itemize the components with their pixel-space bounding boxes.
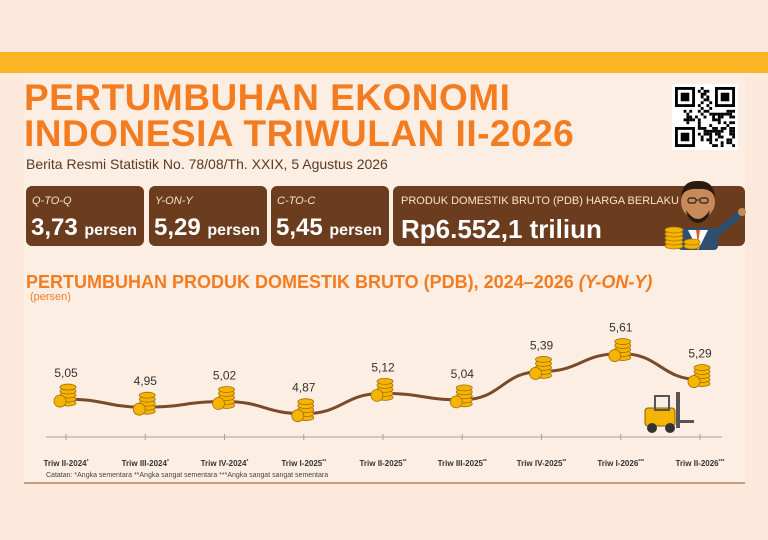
coin-stack-marker <box>529 356 552 380</box>
card-label: PRODUK DOMESTIK BRUTO (PDB) HARGA BERLAK… <box>401 195 679 207</box>
data-label: 4,87 <box>292 381 316 395</box>
coin-stack-marker <box>132 391 156 416</box>
chart-title-italic: (Y-ON-Y) <box>578 272 653 292</box>
x-tick-label: Triw IV-2024* <box>201 459 249 468</box>
qr-code-graphic <box>675 87 735 147</box>
pdb-line-chart: 5,05 Triw II-2024* 4,95 Triw III-2024* 5,02 T… <box>43 321 725 468</box>
top-band <box>0 52 768 73</box>
data-label: 5,05 <box>54 366 78 380</box>
card-c-to-c: C-TO-C 5,45 persen <box>271 186 389 246</box>
chart-title: PERTUMBUHAN PRODUK DOMESTIK BRUTO (PDB),… <box>26 272 652 293</box>
x-tick-label: Triw III-2024* <box>122 459 169 468</box>
card-label: C-TO-C <box>277 195 316 207</box>
page-title: PERTUMBUHAN EKONOMI INDONESIA TRIWULAN I… <box>24 77 575 154</box>
chart-unit-label: (persen) <box>30 291 71 303</box>
x-tick-label: Triw II-2024* <box>43 459 88 468</box>
card-y-on-y: Y-ON-Y 5,29 persen <box>149 186 267 246</box>
chart-footnote: Catatan: *Angka sementara **Angka sangat… <box>46 472 329 479</box>
coin-stack-marker <box>53 383 77 408</box>
card-value: 3,73 persen <box>31 214 137 242</box>
card-number: 5,45 <box>276 214 323 241</box>
data-label: 5,04 <box>451 367 475 381</box>
x-tick-label: Triw IV-2025** <box>517 459 567 468</box>
card-number: 5,29 <box>154 214 201 241</box>
coin-stack-marker <box>370 377 394 402</box>
card-unit: persen <box>84 222 137 239</box>
data-label: 5,61 <box>609 321 633 335</box>
data-label: 5,39 <box>530 338 554 352</box>
card-q-to-q: Q-TO-Q 3,73 persen <box>26 186 144 246</box>
qr-code-icon[interactable] <box>672 84 738 150</box>
card-unit: persen <box>329 222 382 239</box>
coin-stack-marker <box>212 386 235 410</box>
x-tick-label: Triw II-2026*** <box>676 459 725 468</box>
card-label: Q-TO-Q <box>32 195 72 207</box>
release-subtitle: Berita Resmi Statistik No. 78/08/Th. XXI… <box>26 156 388 172</box>
coin-stack-marker <box>608 338 632 362</box>
businessman-illustration-icon <box>664 180 746 250</box>
x-tick-label: Triw III-2025** <box>438 459 487 468</box>
card-label: Y-ON-Y <box>155 195 193 207</box>
card-value: 5,45 persen <box>276 214 382 242</box>
card-value: 5,29 persen <box>154 214 260 242</box>
forklift-icon <box>644 392 694 433</box>
card-number: 3,73 <box>31 214 78 241</box>
coin-stack-marker <box>291 398 315 423</box>
data-label: 5,29 <box>688 347 712 361</box>
coin-stack-marker <box>687 364 711 388</box>
title-line-2: INDONESIA TRIWULAN II-2026 <box>24 113 575 154</box>
data-label: 5,12 <box>371 360 395 374</box>
chart-title-main: PERTUMBUHAN PRODUK DOMESTIK BRUTO (PDB),… <box>26 272 579 292</box>
x-tick-label: Triw II-2025** <box>359 459 406 468</box>
data-label: 4,95 <box>134 374 158 388</box>
coin-stack-marker <box>449 384 473 409</box>
card-value: Rp6.552,1 triliun <box>401 214 602 244</box>
x-tick-label: Triw I-2025** <box>281 459 326 468</box>
card-unit: persen <box>207 222 260 239</box>
infographic-panel <box>24 74 745 484</box>
x-tick-label: Triw I-2026*** <box>597 459 644 468</box>
title-line-1: PERTUMBUHAN EKONOMI <box>24 77 511 118</box>
data-label: 5,02 <box>213 369 237 383</box>
